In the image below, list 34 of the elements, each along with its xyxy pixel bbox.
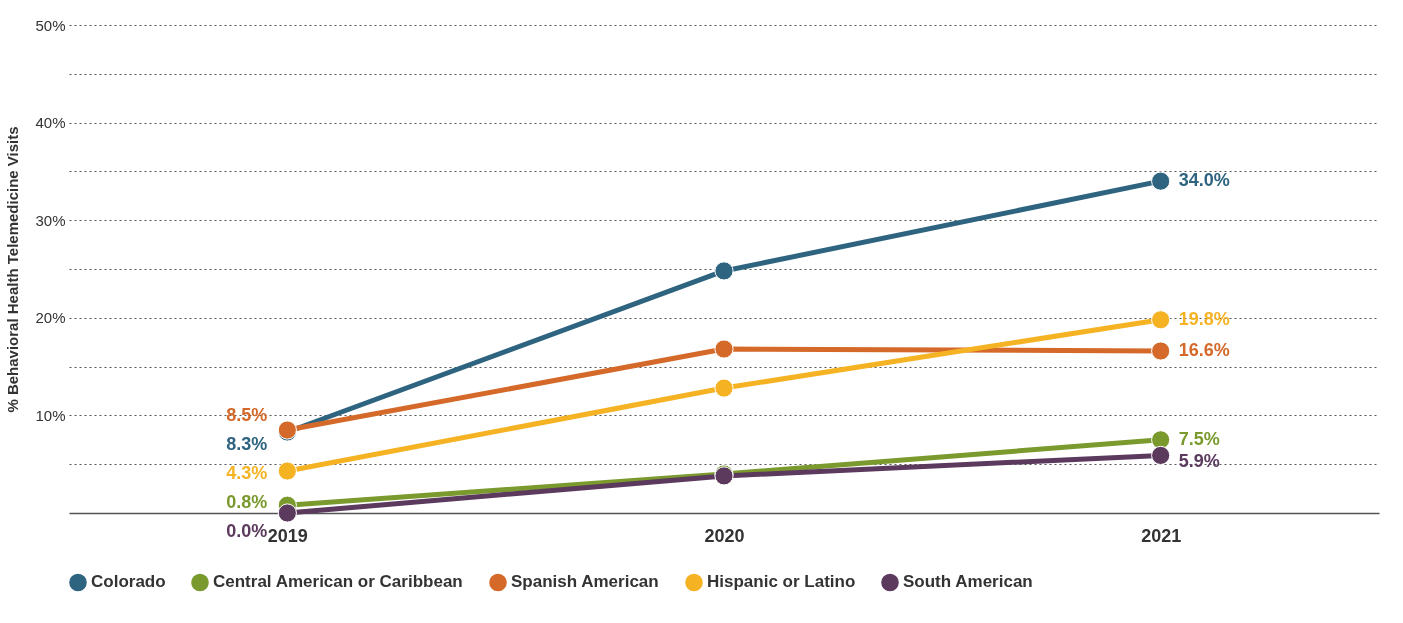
point: [277, 503, 297, 523]
data-label: 7.5%: [1178, 428, 1220, 449]
legend-label: Spanish American: [511, 572, 659, 592]
y-tick-label: 30%: [35, 211, 66, 229]
point: [1151, 341, 1171, 361]
legend-label: Colorado: [91, 572, 166, 592]
data-label: 0.0%: [226, 521, 268, 542]
data-label: 4.3%: [226, 463, 268, 484]
data-label: 19.8%: [1178, 308, 1230, 329]
point: [1151, 171, 1171, 191]
point: [714, 339, 734, 359]
point: [1151, 430, 1171, 450]
data-label: 8.5%: [226, 405, 268, 426]
y-axis-title: % Behavioral Health Telemedicine Visits: [4, 126, 22, 413]
legend-label: Central American or Caribbean: [213, 572, 463, 592]
x-tick-label: 2020: [704, 525, 745, 546]
y-tick-label: 10%: [35, 406, 66, 424]
x-tick-label: 2019: [267, 525, 308, 546]
data-label: 16.6%: [1178, 339, 1230, 360]
y-tick-label: 20%: [35, 309, 66, 327]
data-label: 5.9%: [1178, 450, 1220, 471]
point: [1151, 310, 1171, 330]
y-tick-label: 40%: [35, 114, 66, 132]
data-label: 34.0%: [1178, 170, 1230, 191]
data-label: 8.3%: [226, 434, 268, 455]
legend-label: Hispanic or Latino: [707, 572, 856, 592]
x-tick-label: 2021: [1141, 525, 1182, 546]
point: [277, 461, 297, 481]
legend-label: South American: [903, 572, 1033, 592]
point: [1151, 445, 1171, 465]
data-label: 0.8%: [226, 492, 268, 513]
y-tick-label: 50%: [35, 16, 66, 34]
point: [714, 378, 734, 398]
point: [714, 261, 734, 281]
